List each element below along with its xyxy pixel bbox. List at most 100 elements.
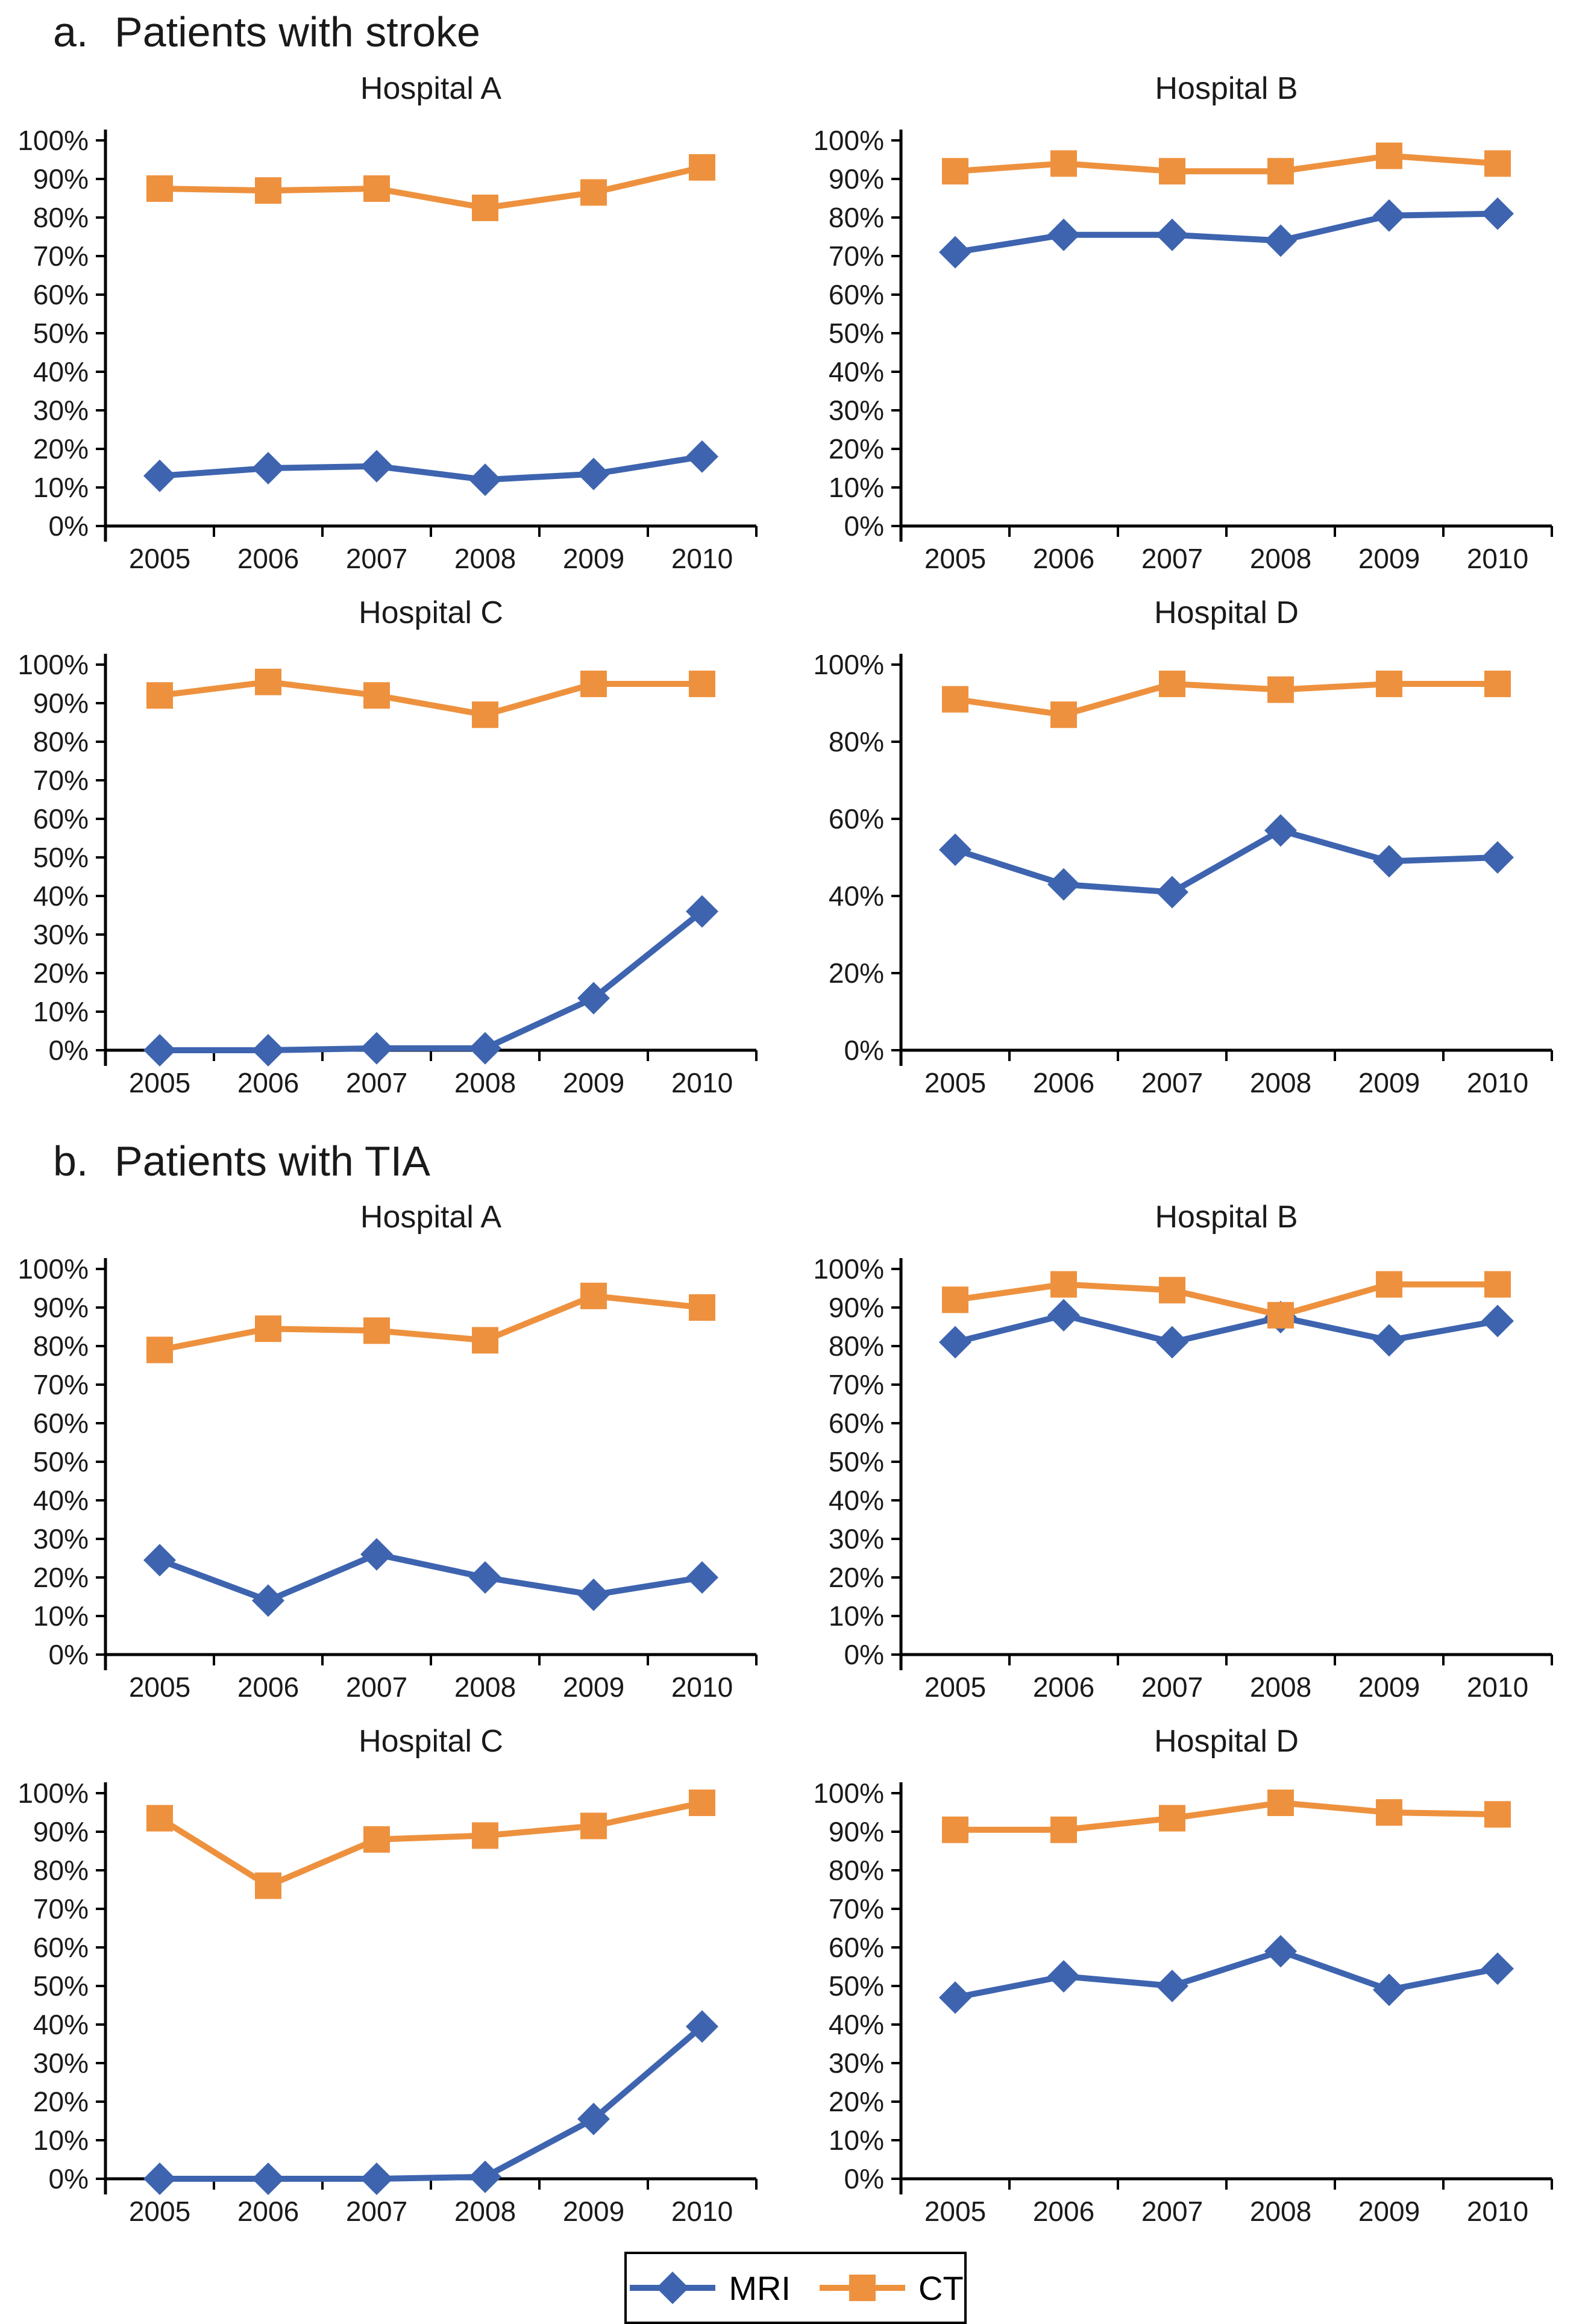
svg-text:2007: 2007 <box>346 2196 407 2227</box>
svg-text:60%: 60% <box>33 803 89 835</box>
svg-text:50%: 50% <box>829 1446 884 1477</box>
svg-text:2006: 2006 <box>237 543 299 574</box>
svg-text:2006: 2006 <box>237 1671 299 1703</box>
line-chart-svg: Hospital C 0% 10% 20% 30% 40% 50% 60% 70% 80% 90% 1… <box>17 595 758 1098</box>
svg-text:2008: 2008 <box>1250 1671 1311 1703</box>
svg-text:Hospital A: Hospital A <box>360 1200 501 1235</box>
line-chart-svg: Hospital B 0% 10% 20% 30% 40% 50% 60% 70% 80% 90% 1… <box>813 71 1553 574</box>
svg-text:90%: 90% <box>33 1292 89 1323</box>
line-chart-svg: Hospital D 0% 20% 40% 60% 80% 100% 2005 2006 2007… <box>813 595 1553 1098</box>
svg-text:30%: 30% <box>33 395 89 426</box>
svg-text:2007: 2007 <box>1141 2196 1203 2227</box>
svg-text:0%: 0% <box>844 510 884 542</box>
svg-text:60%: 60% <box>33 1932 89 1963</box>
svg-text:40%: 40% <box>33 2009 89 2040</box>
svg-text:80%: 80% <box>829 202 884 233</box>
svg-text:80%: 80% <box>829 726 884 757</box>
svg-text:2006: 2006 <box>1033 1067 1094 1098</box>
svg-text:0%: 0% <box>49 510 89 542</box>
svg-text:2010: 2010 <box>1467 543 1528 574</box>
legend-label-mri: MRI <box>729 2269 791 2307</box>
svg-text:10%: 10% <box>829 1600 884 1632</box>
svg-text:2005: 2005 <box>924 1067 986 1098</box>
mri-diamond-icon <box>630 2272 716 2304</box>
svg-text:90%: 90% <box>33 163 89 195</box>
svg-text:50%: 50% <box>829 318 884 349</box>
svg-text:2007: 2007 <box>1141 1067 1203 1098</box>
svg-text:2008: 2008 <box>454 2196 516 2227</box>
svg-text:2007: 2007 <box>1141 1671 1203 1703</box>
svg-text:2008: 2008 <box>454 1671 516 1703</box>
section-b-title: Patients with TIA <box>115 1137 430 1185</box>
svg-text:2009: 2009 <box>563 1671 624 1703</box>
svg-text:40%: 40% <box>829 356 884 387</box>
svg-text:10%: 10% <box>33 996 89 1027</box>
svg-text:70%: 70% <box>33 1369 89 1400</box>
legend-label-ct: CT <box>918 2269 964 2307</box>
svg-text:30%: 30% <box>33 2047 89 2079</box>
svg-text:0%: 0% <box>49 1035 89 1066</box>
line-chart-svg: Hospital A 0% 10% 20% 30% 40% 50% 60% 70% 80% 90% 1… <box>17 71 758 574</box>
chart-tia-hospital-b: Hospital B 0% 10% 20% 30% 40% 50% 60% 70% 80% 90% 1… <box>796 1188 1591 1712</box>
svg-text:100%: 100% <box>17 1253 89 1285</box>
svg-text:40%: 40% <box>829 2009 884 2040</box>
svg-text:0%: 0% <box>844 1639 884 1670</box>
svg-text:2005: 2005 <box>129 543 190 574</box>
svg-text:20%: 20% <box>33 957 89 989</box>
chart-stroke-hospital-b: Hospital B 0% 10% 20% 30% 40% 50% 60% 70% 80% 90% 1… <box>796 59 1591 583</box>
svg-text:60%: 60% <box>33 1408 89 1439</box>
chart-tia-hospital-c: Hospital C 0% 10% 20% 30% 40% 50% 60% 70% 80% 90% 1… <box>0 1712 796 2236</box>
svg-text:90%: 90% <box>33 1816 89 1847</box>
svg-text:2010: 2010 <box>1467 2196 1528 2227</box>
svg-text:20%: 20% <box>829 433 884 465</box>
svg-text:30%: 30% <box>33 919 89 950</box>
svg-text:Hospital C: Hospital C <box>359 1724 503 1759</box>
svg-text:30%: 30% <box>33 1523 89 1555</box>
svg-text:70%: 70% <box>33 1893 89 1925</box>
svg-text:2009: 2009 <box>1358 1067 1420 1098</box>
svg-text:60%: 60% <box>829 279 884 310</box>
section-a-label: a. <box>53 8 89 55</box>
chart-stroke-hospital-c: Hospital C 0% 10% 20% 30% 40% 50% 60% 70% 80% 90% 1… <box>0 583 796 1107</box>
svg-text:70%: 70% <box>829 240 884 272</box>
chart-tia-hospital-a: Hospital A 0% 10% 20% 30% 40% 50% 60% 70% 80% 90% 1… <box>0 1188 796 1712</box>
svg-text:20%: 20% <box>33 433 89 465</box>
svg-text:Hospital D: Hospital D <box>1154 595 1299 630</box>
svg-text:2010: 2010 <box>671 543 733 574</box>
svg-text:2009: 2009 <box>1358 2196 1420 2227</box>
section-a-title: Patients with stroke <box>115 8 480 55</box>
stroke-chart-grid: Hospital A 0% 10% 20% 30% 40% 50% 60% 70% 80% 90% 1… <box>0 59 1591 1107</box>
svg-text:40%: 40% <box>33 880 89 912</box>
svg-text:90%: 90% <box>829 1816 884 1847</box>
svg-text:2008: 2008 <box>1250 543 1311 574</box>
svg-text:2010: 2010 <box>1467 1067 1528 1098</box>
svg-text:2006: 2006 <box>237 2196 299 2227</box>
svg-text:2005: 2005 <box>924 1671 986 1703</box>
svg-text:50%: 50% <box>33 1970 89 2002</box>
svg-text:10%: 10% <box>829 472 884 503</box>
svg-text:2005: 2005 <box>924 2196 986 2227</box>
svg-text:2005: 2005 <box>924 543 986 574</box>
svg-text:2006: 2006 <box>1033 543 1094 574</box>
svg-text:100%: 100% <box>813 1253 884 1285</box>
svg-text:2009: 2009 <box>563 543 624 574</box>
tia-chart-grid: Hospital A 0% 10% 20% 30% 40% 50% 60% 70% 80% 90% 1… <box>0 1188 1591 2236</box>
svg-text:30%: 30% <box>829 395 884 426</box>
svg-text:50%: 50% <box>33 1446 89 1477</box>
svg-text:100%: 100% <box>813 125 884 156</box>
svg-text:2006: 2006 <box>1033 2196 1094 2227</box>
svg-text:0%: 0% <box>49 1639 89 1670</box>
svg-text:70%: 70% <box>829 1893 884 1925</box>
svg-text:60%: 60% <box>829 1932 884 1963</box>
svg-text:2007: 2007 <box>346 1067 407 1098</box>
svg-text:40%: 40% <box>33 356 89 387</box>
svg-text:30%: 30% <box>829 1523 884 1555</box>
svg-text:Hospital B: Hospital B <box>1155 1200 1298 1235</box>
svg-text:60%: 60% <box>829 803 884 835</box>
svg-text:2008: 2008 <box>454 543 516 574</box>
svg-text:0%: 0% <box>844 2163 884 2194</box>
line-chart-svg: Hospital A 0% 10% 20% 30% 40% 50% 60% 70% 80% 90% 1… <box>17 1200 758 1703</box>
section-b-label: b. <box>53 1137 89 1185</box>
svg-text:50%: 50% <box>33 318 89 349</box>
svg-text:80%: 80% <box>829 1330 884 1362</box>
